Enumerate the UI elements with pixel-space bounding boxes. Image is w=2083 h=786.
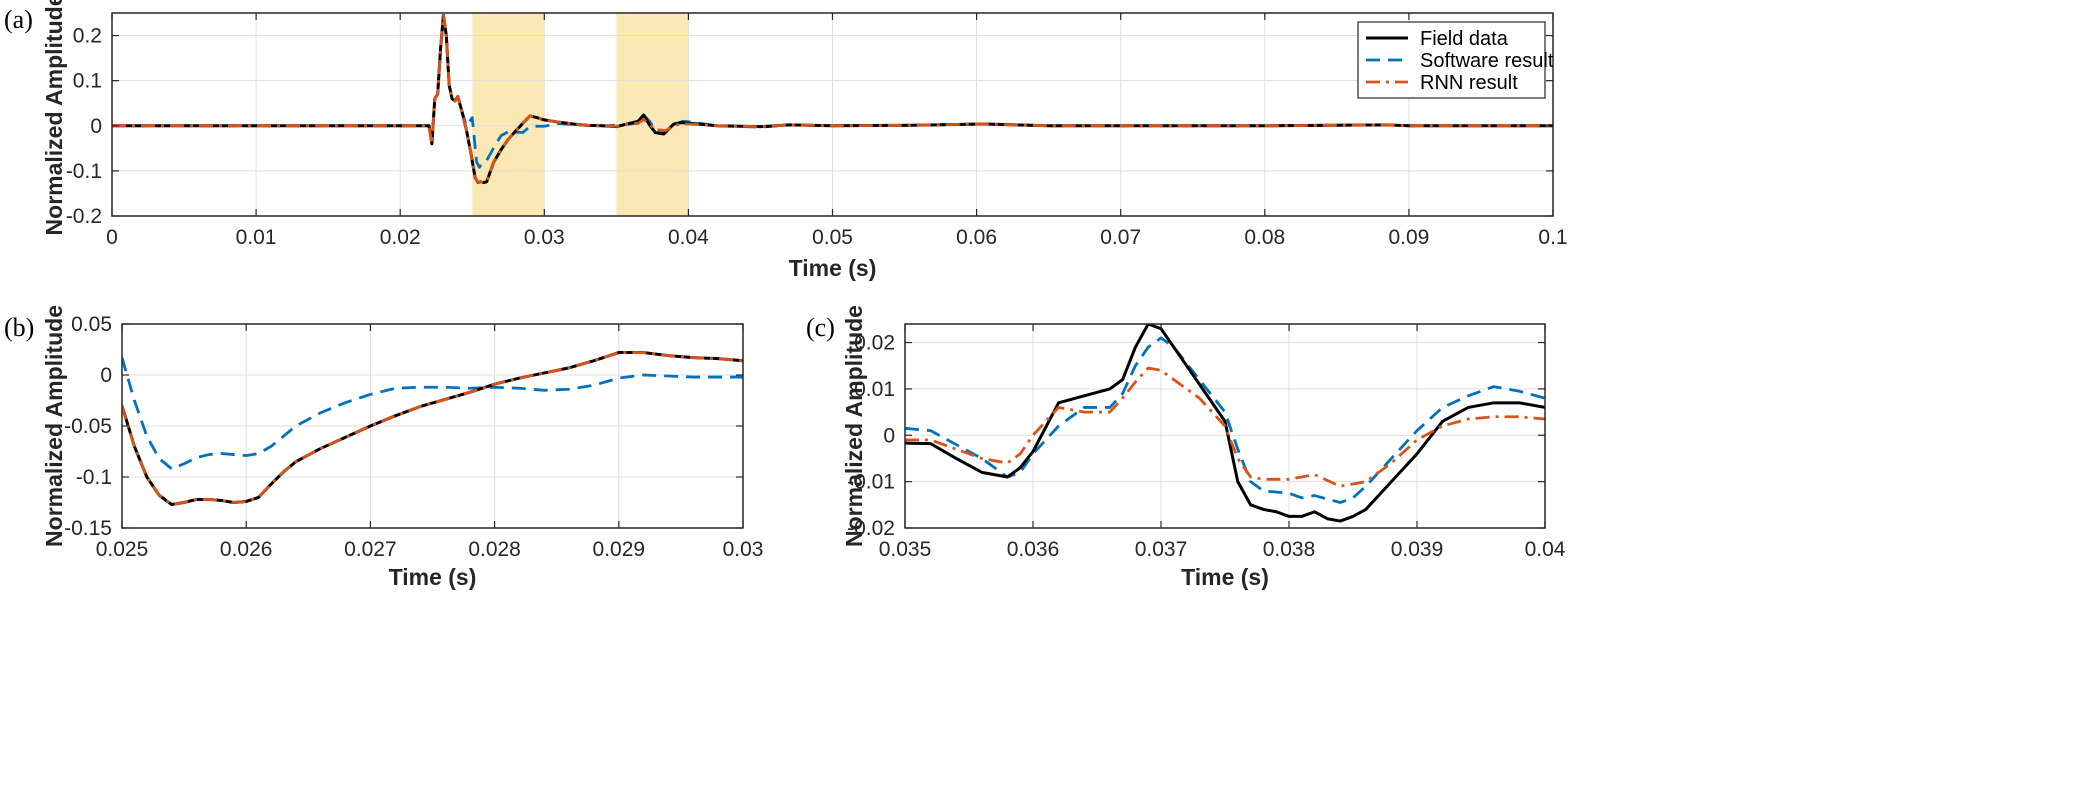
legend-label-rnn: RNN result [1420,72,1518,94]
y-axis-label: Normalized Amplitude [41,305,67,547]
y-tick-label: 0.02 [854,332,895,355]
series-line-rnn [122,351,743,506]
x-tick-label: 0.04 [1525,538,1566,561]
x-tick-label: 0.07 [1100,226,1141,249]
y-tick-label: 0.1 [73,70,102,93]
series-line-rnn [112,13,1553,185]
x-tick-label: 0 [106,226,118,249]
panel-label: (b) [4,313,34,342]
x-tick-label: 0.039 [1391,538,1444,561]
x-axis-label: Time (s) [789,255,877,281]
panel-c: 0.035 0.036 0.037 0.038 0.039 0.04 -0.02 -0.01 0… [806,305,1566,590]
y-tick-label: -0.1 [66,160,102,183]
y-axis-label: Normalized Amplitude [41,0,67,235]
x-tick-label: 0.028 [468,538,521,561]
x-axis-label: Time (s) [1181,564,1269,590]
y-tick-label: 0.2 [73,25,102,48]
x-tick-label: 0.03 [723,538,764,561]
panel-label: (c) [806,313,835,342]
y-tick-label: 0.05 [71,313,112,336]
x-tick-label: 0.04 [668,226,709,249]
y-tick-label: 0.01 [854,378,895,401]
y-tick-label: -0.02 [847,517,895,540]
x-tick-label: 0.025 [96,538,149,561]
x-tick-label: 0.026 [220,538,273,561]
x-tick-label: 0.036 [1007,538,1060,561]
y-tick-label: 0 [100,364,112,387]
x-tick-label: 0.1 [1538,226,1567,249]
x-tick-label: 0.06 [956,226,997,249]
y-tick-label: -0.1 [76,466,112,489]
x-tick-label: 0.029 [593,538,646,561]
panel-a: 0 0.01 0.02 0.03 0.04 0.05 0.06 0.07 0.08 0.09 0.1… [4,0,1568,281]
legend-label-software: Software result [1420,50,1554,72]
x-tick-label: 0.01 [236,226,277,249]
x-tick-label: 0.035 [879,538,932,561]
axes-box [904,323,1546,529]
y-tick-label: 0 [883,424,895,447]
x-tick-label: 0.027 [344,538,397,561]
series-line-rnn [905,366,1545,488]
series-line-software [122,357,743,471]
legend-label-field: Field data [1420,28,1509,50]
y-tick-label: 0 [90,115,102,138]
series-line-field [905,324,1545,523]
x-tick-label: 0.08 [1244,226,1285,249]
series-line-software [905,336,1545,504]
y-axis-label: Normalized Amplitude [841,305,867,547]
x-axis-label: Time (s) [389,564,477,590]
y-tick-label: -0.05 [64,415,112,438]
highlight-region-2 [616,13,689,216]
highlight-region-1 [472,13,545,216]
panel-b: 0.025 0.026 0.027 0.028 0.029 0.03 -0.15 -0.1 -0… [4,305,763,590]
panel-label: (a) [4,5,33,34]
x-tick-label: 0.03 [524,226,565,249]
y-tick-label: -0.2 [66,205,102,228]
x-tick-label: 0.02 [380,226,421,249]
x-tick-label: 0.037 [1135,538,1188,561]
x-tick-label: 0.038 [1263,538,1316,561]
y-tick-label: -0.01 [847,471,895,494]
y-tick-label: -0.15 [64,517,112,540]
x-tick-label: 0.09 [1388,226,1429,249]
x-tick-label: 0.05 [812,226,853,249]
